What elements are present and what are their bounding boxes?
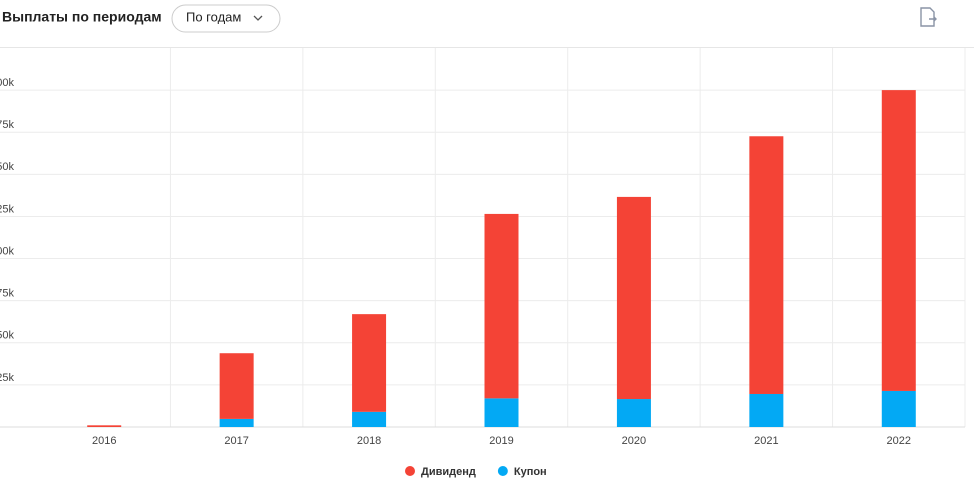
x-tick-label: 2018 [357,435,381,447]
x-tick-label: 2017 [224,435,248,447]
y-tick-label: 25k [0,372,14,384]
bar-segment [881,90,916,391]
bar-segment [484,398,519,427]
y-tick-label: 75k [0,288,14,300]
bar-segment [87,425,122,427]
legend-label: Купон [514,466,547,478]
bar-segment [881,390,916,427]
dropdown[interactable] [171,4,281,33]
x-tick-label: 2022 [887,435,911,447]
legend-swatch [405,466,415,476]
x-tick-label: 2021 [754,435,778,447]
x-tick-label: 2020 [622,435,646,447]
bar-segment [616,196,651,400]
bar-segment [484,213,519,399]
legend-label: Дивиденд [421,466,476,478]
y-tick-label: 125k [0,203,14,215]
bar-segment [352,314,387,412]
bar-segment [749,393,784,427]
y-tick-label: 200k [0,77,14,89]
x-tick-label: 2016 [92,435,116,447]
title: Выплаты по периодам [2,9,162,25]
bar-segment [616,399,651,427]
dropdown-label: По годам [186,9,241,24]
bar-segment [219,418,254,427]
export-icon[interactable] [920,7,937,27]
bar-segment [749,136,784,394]
y-tick-label: 150k [0,161,14,173]
legend-swatch [497,466,508,476]
dropdown-arrow [253,15,263,21]
y-tick-label: 50k [0,330,14,342]
bar-segment [352,411,387,427]
y-tick-label: 175k [0,119,14,131]
x-tick-label: 2019 [489,435,513,447]
bar-segment [219,353,254,419]
y-tick-label: 100k [0,245,14,257]
